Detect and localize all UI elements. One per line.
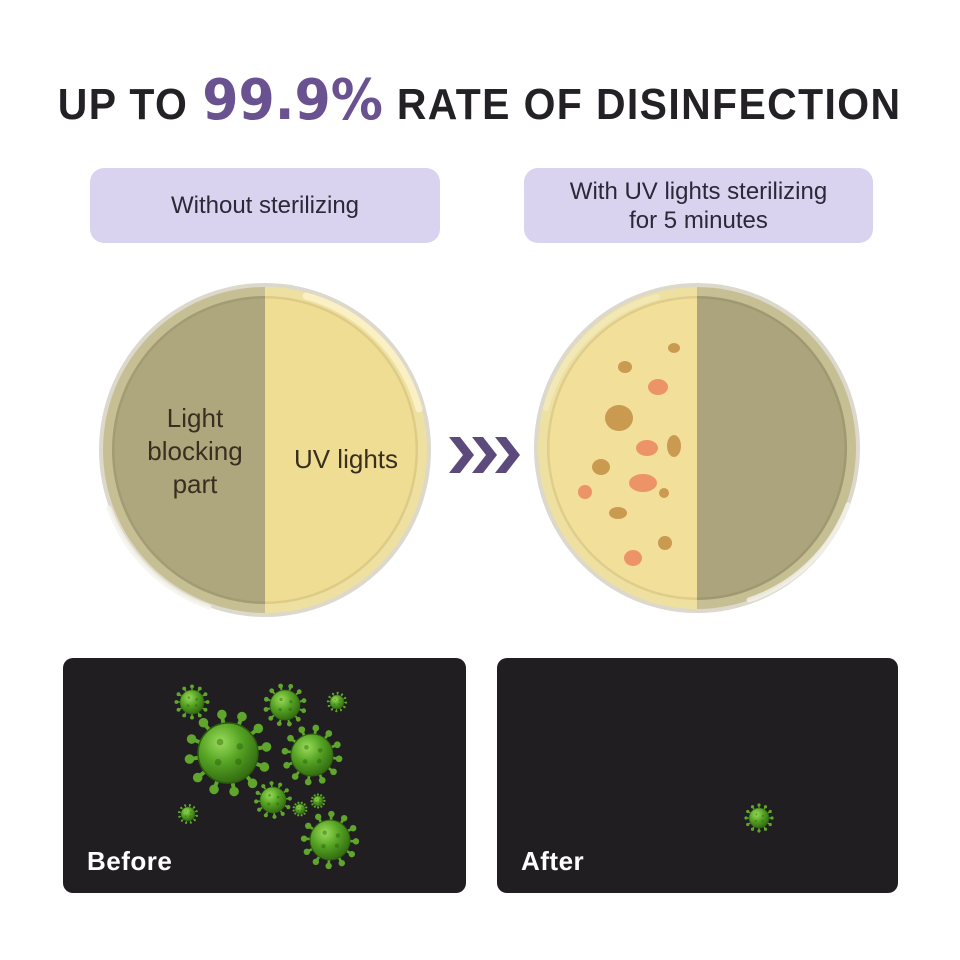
bacteria-colony-spot	[592, 459, 610, 475]
bacteria-colony-spot	[636, 440, 658, 456]
virus-particle	[174, 684, 210, 720]
petri-dish-before	[99, 283, 431, 617]
virus-particle	[177, 803, 199, 825]
dish-bottom-highlight	[106, 505, 212, 610]
colony-spots	[578, 343, 681, 566]
virus-particle	[310, 793, 326, 809]
bacteria-colony-spot	[624, 550, 642, 566]
triple-chevron-right-icon	[449, 437, 520, 473]
bacteria-colony-spot	[629, 474, 657, 492]
petri-dish-before-graphic	[99, 283, 431, 617]
virus-particle	[263, 683, 307, 727]
bacteria-colony-spot	[659, 488, 669, 498]
virus-particle	[744, 803, 774, 833]
label-with-uv-line2: for 5 minutes	[629, 206, 768, 234]
dish-highlight-arc	[543, 294, 660, 411]
bacteria-colony-spot	[605, 405, 633, 431]
title-highlight-percentage: 99.9%	[202, 68, 384, 133]
bacteria-colony-spot	[668, 343, 680, 353]
petri-dish-after	[534, 283, 860, 613]
before-panel: Before	[63, 658, 466, 893]
label-with-uv-line1: With UV lights sterilizing	[569, 177, 828, 205]
before-viruses-graphic	[174, 683, 360, 870]
light-blocking-label: Light blocking part	[147, 403, 243, 499]
bacteria-colony-spot	[648, 379, 668, 395]
bacteria-colony-spot	[578, 485, 592, 499]
label-with-uv-sterilizing: With UV lights sterilizing for 5 minutes	[524, 168, 873, 243]
label-without-sterilizing: Without sterilizing	[90, 168, 440, 243]
bacteria-colony-spot	[667, 435, 681, 457]
virus-particle	[292, 801, 308, 817]
virus-particle	[281, 724, 343, 786]
light-blocked-half	[697, 296, 847, 600]
uv-lights-label: UV lights	[293, 444, 399, 474]
dish-highlight-arc	[302, 292, 423, 413]
dish-bottom-highlight	[746, 502, 851, 603]
title-prefix: UP TO	[58, 80, 189, 129]
title-suffix: RATE OF DISINFECTION	[397, 80, 902, 129]
virus-particle	[300, 810, 360, 870]
bacteria-colony-spot	[618, 361, 632, 373]
virus-particle	[184, 709, 272, 797]
virus-particle	[326, 691, 348, 713]
virus-particle	[254, 781, 292, 819]
before-label: Before	[87, 846, 173, 876]
after-panel: After	[497, 658, 898, 893]
petri-dish-after-graphic	[534, 283, 860, 613]
after-label: After	[521, 846, 585, 876]
page-title: UP TO 99.9% RATE OF DISINFECTION	[0, 68, 960, 133]
bacteria-colony-spot	[658, 536, 672, 550]
after-virus-graphic	[744, 803, 774, 833]
bacteria-colony-spot	[609, 507, 627, 519]
label-without-sterilizing-text: Without sterilizing	[170, 192, 360, 219]
